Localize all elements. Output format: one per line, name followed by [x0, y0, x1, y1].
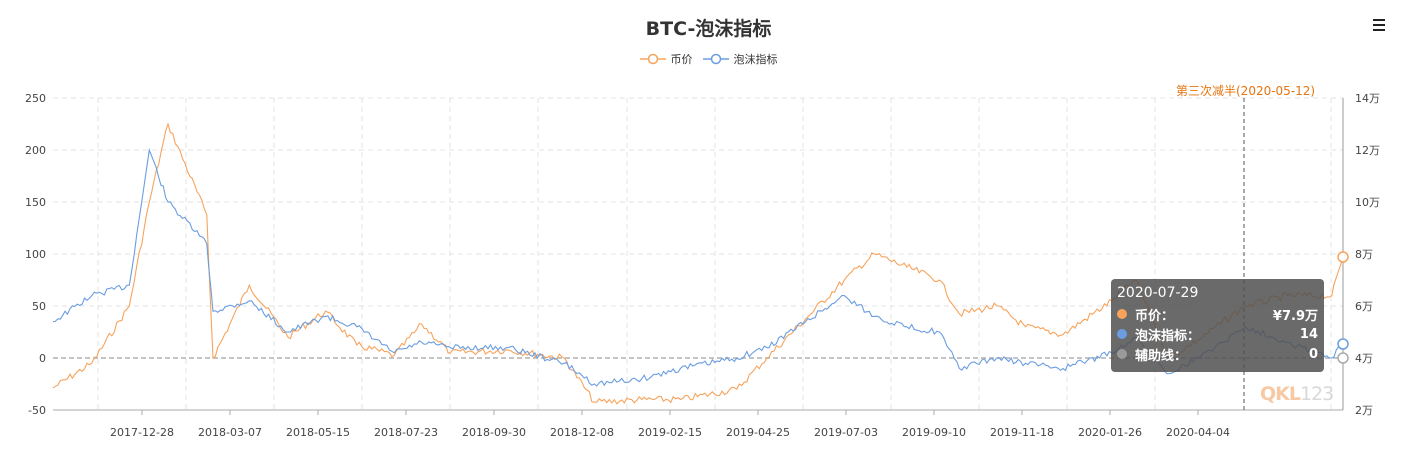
tooltip-row-reference: 辅助线： 0 — [1117, 344, 1318, 364]
x-label: 2020-01-26 — [1078, 426, 1142, 439]
y-right-label: 12万 — [1355, 144, 1380, 157]
hamburger-menu-icon — [1373, 19, 1385, 21]
x-axis-labels: 2017-12-28 2018-03-07 2018-05-15 2018-07… — [110, 426, 1230, 439]
bubble-dot-icon — [1117, 329, 1127, 339]
tooltip-value: ¥7.9万 — [1272, 308, 1318, 324]
x-label: 2019-11-18 — [990, 426, 1054, 439]
hamburger-menu-icon-bar — [1373, 29, 1385, 31]
tooltip-value: 0 — [1308, 346, 1318, 362]
y-right-label: 4万 — [1355, 352, 1373, 365]
x-label: 2018-05-15 — [286, 426, 350, 439]
legend-price-line-circle-icon — [639, 53, 666, 65]
x-label: 2018-03-07 — [198, 426, 262, 439]
y-left-label: 250 — [25, 92, 46, 105]
bubble-endpoint-marker — [1337, 338, 1349, 350]
reference-endpoint-marker — [1337, 352, 1349, 364]
y-right-label: 2万 — [1355, 404, 1373, 417]
x-label: 2018-09-30 — [462, 426, 526, 439]
legend-label-price: 币价 — [670, 53, 693, 66]
qkl123-watermark-logo: QKL123 — [1260, 383, 1334, 405]
y-right-label: 8万 — [1355, 248, 1373, 261]
y-left-label: 200 — [25, 144, 46, 157]
x-label: 2018-12-08 — [550, 426, 614, 439]
watermark-text-suffix: 123 — [1299, 383, 1334, 405]
legend-label-bubble-index: 泡沫指标 — [733, 53, 778, 66]
legend-bubble-line-circle-icon — [702, 53, 729, 65]
price-dot-icon — [1117, 309, 1127, 319]
hamburger-menu-icon-bar — [1373, 24, 1385, 26]
tooltip-label: 币价： — [1135, 308, 1175, 324]
vertical-gridlines — [97, 98, 1332, 410]
chart-title: BTC-泡沫指标 — [645, 18, 772, 40]
tooltip-label: 泡沫指标： — [1135, 328, 1201, 344]
left-y-axis-labels: 250 200 150 100 50 0 -50 — [25, 92, 46, 417]
chart-menu-button[interactable] — [1373, 19, 1385, 31]
y-right-label: 10万 — [1355, 196, 1380, 209]
tooltip-row-bubble-index: 泡沫指标： 14 — [1117, 324, 1318, 344]
legend-item-bubble-index[interactable]: 泡沫指标 — [702, 51, 778, 67]
halving-marker-label: 第三次减半(2020-05-12) — [1176, 84, 1316, 98]
y-right-label: 14万 — [1355, 92, 1380, 105]
tooltip-date: 2020-07-29 — [1117, 285, 1199, 301]
hover-tooltip: 2020-07-29 币价： ¥7.9万 泡沫指标： 14 辅助线： 0 — [1111, 279, 1324, 372]
x-label: 2019-02-15 — [638, 426, 702, 439]
y-left-label: 50 — [32, 300, 46, 313]
y-left-label: 150 — [25, 196, 46, 209]
y-left-label: -50 — [28, 404, 46, 417]
price-endpoint-marker — [1337, 251, 1349, 263]
x-axis-ticks — [141, 410, 1199, 415]
y-left-label: 0 — [39, 352, 46, 365]
x-label: 2019-07-03 — [814, 426, 878, 439]
x-label: 2017-12-28 — [110, 426, 174, 439]
tooltip-value: 14 — [1299, 326, 1318, 342]
right-y-axis-labels: 14万 12万 10万 8万 6万 4万 2万 — [1355, 92, 1380, 417]
x-label: 2019-09-10 — [902, 426, 966, 439]
tooltip-row-price: 币价： ¥7.9万 — [1117, 304, 1318, 324]
chart-legend: 币价 泡沫指标 — [0, 51, 1417, 67]
x-label: 2018-07-23 — [374, 426, 438, 439]
y-left-label: 100 — [25, 248, 46, 261]
reference-dot-icon — [1117, 349, 1127, 359]
y-right-label: 6万 — [1355, 300, 1373, 313]
horizontal-gridlines — [53, 97, 1343, 307]
tooltip-label: 辅助线： — [1135, 348, 1188, 364]
watermark-text: QKL — [1260, 383, 1301, 405]
x-label: 2020-04-04 — [1166, 426, 1230, 439]
x-label: 2019-04-25 — [726, 426, 790, 439]
legend-item-price[interactable]: 币价 — [639, 51, 693, 67]
